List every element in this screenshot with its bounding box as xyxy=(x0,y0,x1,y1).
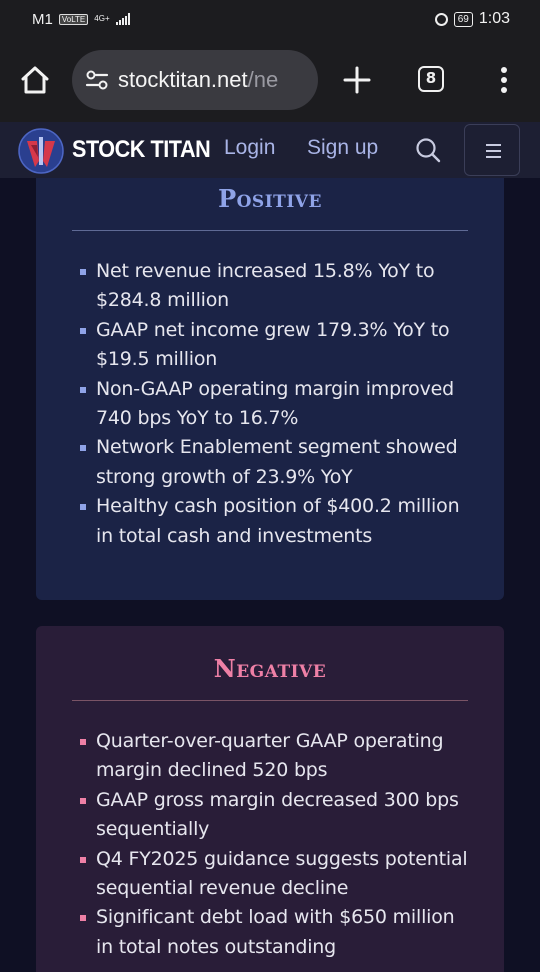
more-options-icon[interactable] xyxy=(494,65,514,95)
list-item: Quarter-over-quarter GAAP operating marg… xyxy=(72,727,468,786)
list-item-text: Q4 FY2025 guidance suggests potential se… xyxy=(96,847,468,900)
negative-title: Negative xyxy=(213,654,327,683)
list-item-text: GAAP gross margin decreased 300 bps sequ… xyxy=(96,788,459,841)
signal-icon xyxy=(115,13,130,25)
positive-card: Positive Net revenue increased 15.8% YoY… xyxy=(36,178,504,600)
url-text[interactable]: stocktitan.net/ne xyxy=(118,67,278,93)
bullet-icon xyxy=(80,504,86,511)
list-item: Net revenue increased 15.8% YoY to $284.… xyxy=(72,257,468,316)
bullet-icon xyxy=(80,269,86,275)
carrier-label: M1 xyxy=(32,10,53,28)
positive-list: Net revenue increased 15.8% YoY to $284.… xyxy=(72,257,468,551)
menu-icon-bar xyxy=(486,150,501,152)
list-item: GAAP net income grew 179.3% YoY to $19.5… xyxy=(72,316,468,375)
bullet-icon xyxy=(80,386,86,393)
divider xyxy=(72,700,468,701)
list-item-text: Net revenue increased 15.8% YoY to $284.… xyxy=(96,260,435,312)
list-item-text: GAAP net income grew 179.3% YoY to $19.5… xyxy=(96,318,450,371)
search-icon[interactable] xyxy=(414,136,442,164)
site-header: STOCK TITAN Login Sign up xyxy=(0,122,540,178)
home-icon[interactable] xyxy=(20,65,50,95)
bullet-icon xyxy=(80,915,86,922)
list-item-text: Significant debt load with $650 million … xyxy=(96,906,455,958)
menu-icon-bar xyxy=(486,144,501,146)
url-path: /ne xyxy=(247,67,279,92)
bullet-icon xyxy=(80,797,86,804)
negative-list: Quarter-over-quarter GAAP operating marg… xyxy=(72,727,468,962)
list-item: Non-GAAP operating margin improved 740 b… xyxy=(72,375,468,434)
bullet-icon xyxy=(80,856,86,863)
bullet-icon xyxy=(80,327,86,334)
divider xyxy=(72,230,468,231)
list-item-text: Non-GAAP operating margin improved 740 b… xyxy=(96,377,454,430)
address-bar[interactable]: stocktitan.net/ne xyxy=(72,50,318,110)
brand-name[interactable]: STOCK TITAN xyxy=(72,136,211,163)
page-content: Positive Net revenue increased 15.8% YoY… xyxy=(0,178,540,972)
signup-link[interactable]: Sign up xyxy=(307,136,379,159)
list-item-text: Network Enablement segment showed strong… xyxy=(96,436,458,488)
status-left: M1 VoLTE 4G+ xyxy=(32,11,130,28)
list-item: Q4 FY2025 guidance suggests potential se… xyxy=(72,845,468,904)
volte-badge: VoLTE xyxy=(58,13,89,25)
status-right: 69 1:03 xyxy=(434,10,510,28)
list-item: Network Enablement segment showed strong… xyxy=(72,433,468,492)
negative-card: Negative Quarter-over-quarter GAAP opera… xyxy=(36,626,504,972)
list-item: GAAP gross margin decreased 300 bps sequ… xyxy=(72,786,468,845)
hamburger-menu-button[interactable] xyxy=(464,124,520,176)
login-link[interactable]: Login xyxy=(224,136,276,159)
site-settings-icon[interactable] xyxy=(84,67,110,93)
list-item: Healthy cash position of $400.2 million … xyxy=(72,492,468,551)
status-bar: M1 VoLTE 4G+ 69 1:03 xyxy=(0,0,540,38)
tab-switcher-button[interactable]: 8 xyxy=(418,66,444,92)
list-item: Significant debt load with $650 million … xyxy=(72,903,468,962)
battery-icon: 69 xyxy=(453,11,473,27)
menu-icon-bar xyxy=(486,156,501,158)
bullet-icon xyxy=(80,739,86,745)
network-type: 4G+ xyxy=(94,14,110,23)
alarm-icon xyxy=(434,12,448,26)
bullet-icon xyxy=(80,445,86,452)
stock-titan-logo-icon[interactable] xyxy=(17,127,65,175)
new-tab-icon[interactable] xyxy=(340,63,374,97)
url-domain: stocktitan.net xyxy=(118,67,248,92)
clock: 1:03 xyxy=(478,10,510,27)
browser-toolbar: stocktitan.net/ne 8 xyxy=(0,38,540,122)
list-item-text: Quarter-over-quarter GAAP operating marg… xyxy=(96,730,444,782)
positive-title: Positive xyxy=(218,184,322,213)
list-item-text: Healthy cash position of $400.2 million … xyxy=(96,495,460,547)
